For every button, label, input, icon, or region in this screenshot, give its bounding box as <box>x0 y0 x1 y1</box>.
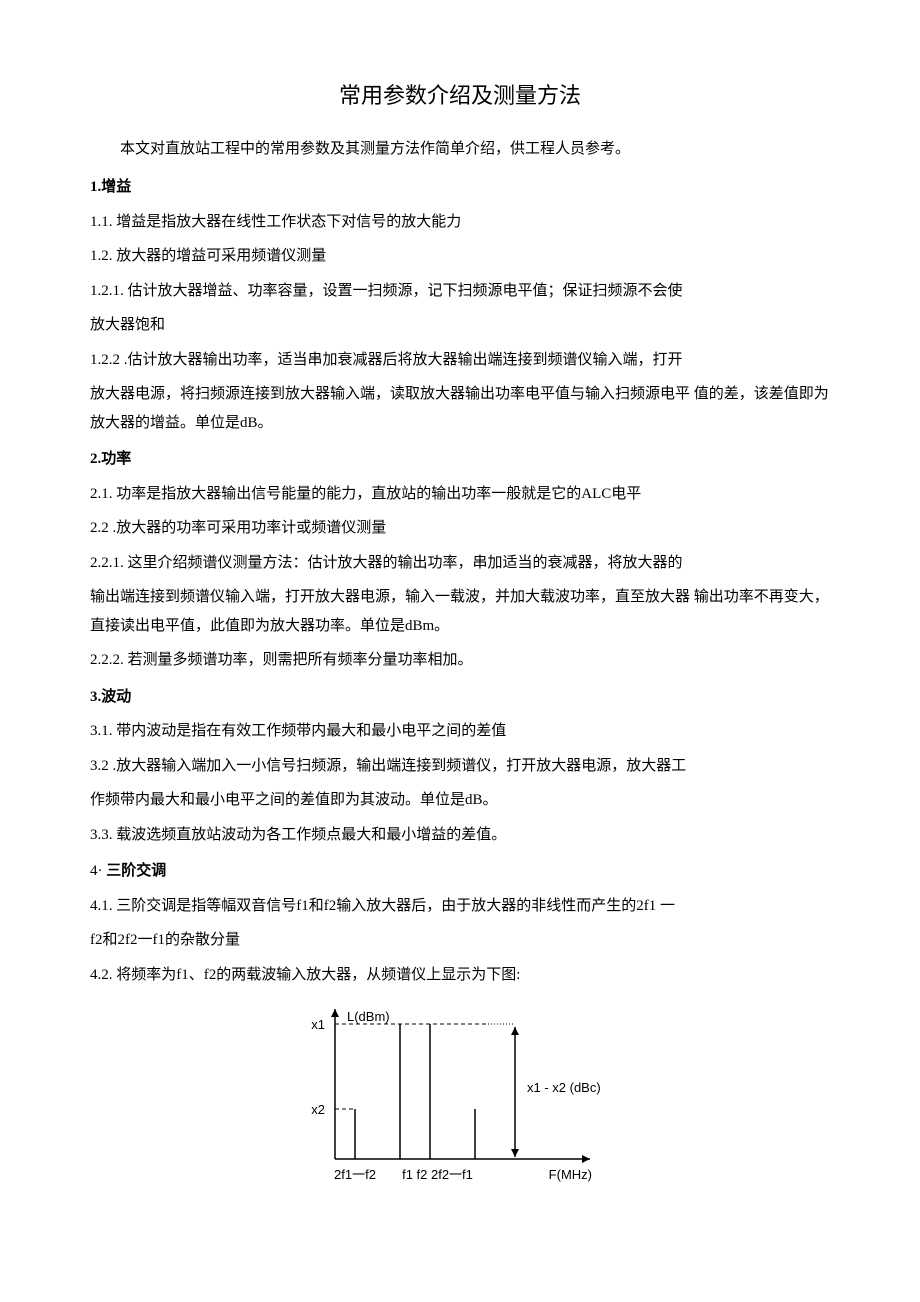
svg-text:F(MHz): F(MHz) <box>549 1167 592 1182</box>
s4-p1: 4.1. 三阶交调是指等幅双音信号f1和f2输入放大器后，由于放大器的非线性而产… <box>90 892 830 921</box>
svg-text:x1: x1 <box>311 1017 325 1032</box>
s4-p2: 4.2. 将频率为f1、f2的两载波输入放大器，从频谱仪上显示为下图: <box>90 961 830 990</box>
s1-p1: 1.1. 增益是指放大器在线性工作状态下对信号的放大能力 <box>90 208 830 237</box>
s2-p5: 2.2.2. 若测量多频谱功率，则需把所有频率分量功率相加。 <box>90 646 830 675</box>
s1-p3: 1.2.1. 估计放大器增益、功率容量，设置一扫频源，记下扫频源电平值；保证扫频… <box>90 277 830 306</box>
s1-p3b: 放大器饱和 <box>90 311 830 340</box>
s4-p1b: f2和2f2一f1的杂散分量 <box>90 926 830 955</box>
svg-text:2f1一f2: 2f1一f2 <box>334 1167 376 1182</box>
s2-p1: 2.1. 功率是指放大器输出信号能量的能力，直放站的输出功率一般就是它的ALC电… <box>90 480 830 509</box>
intro-text: 本文对直放站工程中的常用参数及其测量方法作简单介绍，供工程人员参考。 <box>90 135 830 164</box>
section-1-head: 1.增益 <box>90 173 830 202</box>
s2-p4: 输出端连接到频谱仪输入端，打开放大器电源，输入一载波，并加大载波功率，直至放大器… <box>90 583 830 640</box>
s3-p3: 作频带内最大和最小电平之间的差值即为其波动。单位是dB。 <box>90 786 830 815</box>
spectrum-diagram-wrap: L(dBm) F(MHz) x1 x2 x1 - x2 (dBc) 2f1一f2 f1 f2… <box>90 999 830 1199</box>
s1-p5: 放大器电源，将扫频源连接到放大器输入端，读取放大器输出功率电平值与输入扫频源电平… <box>90 380 830 437</box>
svg-text:x2: x2 <box>311 1102 325 1117</box>
svg-text:x1 - x2 (dBc): x1 - x2 (dBc) <box>527 1080 601 1095</box>
s2-p3: 2.2.1. 这里介绍频谱仪测量方法：估计放大器的输出功率，串加适当的衰减器，将… <box>90 549 830 578</box>
spectrum-diagram: L(dBm) F(MHz) x1 x2 x1 - x2 (dBc) 2f1一f2 f1 f2… <box>280 999 640 1199</box>
s3-p1: 3.1. 带内波动是指在有效工作频带内最大和最小电平之间的差值 <box>90 717 830 746</box>
s3-p4: 3.3. 载波选频直放站波动为各工作频点最大和最小增益的差值。 <box>90 821 830 850</box>
s2-p2: 2.2 .放大器的功率可采用功率计或频谱仪测量 <box>90 514 830 543</box>
svg-text:f1 f2 2f2一f1: f1 f2 2f2一f1 <box>402 1167 473 1182</box>
s1-p2: 1.2. 放大器的增益可采用频谱仪测量 <box>90 242 830 271</box>
section-2-head: 2.功率 <box>90 445 830 474</box>
section-4-head: 4· 三阶交调 <box>90 857 830 886</box>
page-title: 常用参数介绍及测量方法 <box>90 75 830 117</box>
svg-text:L(dBm): L(dBm) <box>347 1009 390 1024</box>
s1-p4: 1.2.2 .估计放大器输出功率，适当串加衰减器后将放大器输出端连接到频谱仪输入… <box>90 346 830 375</box>
s4-title: 三阶交调 <box>106 863 166 879</box>
section-3-head: 3.波动 <box>90 683 830 712</box>
s4-num: 4 <box>90 863 98 879</box>
s4-dot: · <box>98 863 107 879</box>
s3-p2: 3.2 .放大器输入端加入一小信号扫频源，输出端连接到频谱仪，打开放大器电源，放… <box>90 752 830 781</box>
